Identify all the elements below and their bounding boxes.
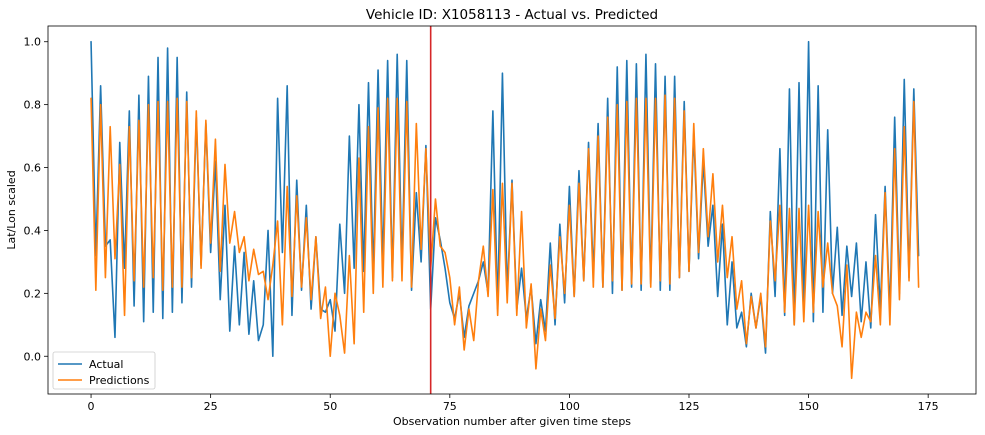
y-tick-label: 0.6: [24, 162, 42, 175]
x-tick-label: 125: [678, 400, 699, 413]
y-axis-title: Lat/Lon scaled: [5, 170, 18, 249]
plot-frame: [47, 25, 977, 395]
y-tick-label: 0.0: [24, 350, 42, 363]
x-tick-label: 100: [559, 400, 580, 413]
x-axis-title: Observation number after given time step…: [393, 415, 631, 428]
legend-label-predictions: Predictions: [89, 374, 150, 387]
legend: Actual Predictions: [52, 351, 156, 390]
legend-label-actual: Actual: [89, 358, 123, 371]
series-line-predictions: [90, 94, 920, 380]
x-tick-label: 75: [443, 400, 457, 413]
y-tick-label: 0.4: [24, 224, 42, 237]
y-axis: 0.0 0.2 0.4 0.6 0.8 1.0: [24, 36, 48, 363]
series-line-actual: [90, 40, 920, 358]
chart-title: Vehicle ID: X1058113 - Actual vs. Predic…: [366, 7, 658, 23]
y-tick-label: 0.8: [24, 99, 42, 112]
x-tick-label: 175: [918, 400, 939, 413]
x-tick-label: 150: [798, 400, 819, 413]
x-tick-label: 50: [323, 400, 337, 413]
x-tick-label: 25: [204, 400, 218, 413]
y-tick-label: 1.0: [24, 36, 42, 49]
x-tick-label: 0: [88, 400, 95, 413]
y-tick-label: 0.2: [24, 287, 42, 300]
x-axis: 0 25 50 75 100 125 150 175: [88, 394, 939, 413]
